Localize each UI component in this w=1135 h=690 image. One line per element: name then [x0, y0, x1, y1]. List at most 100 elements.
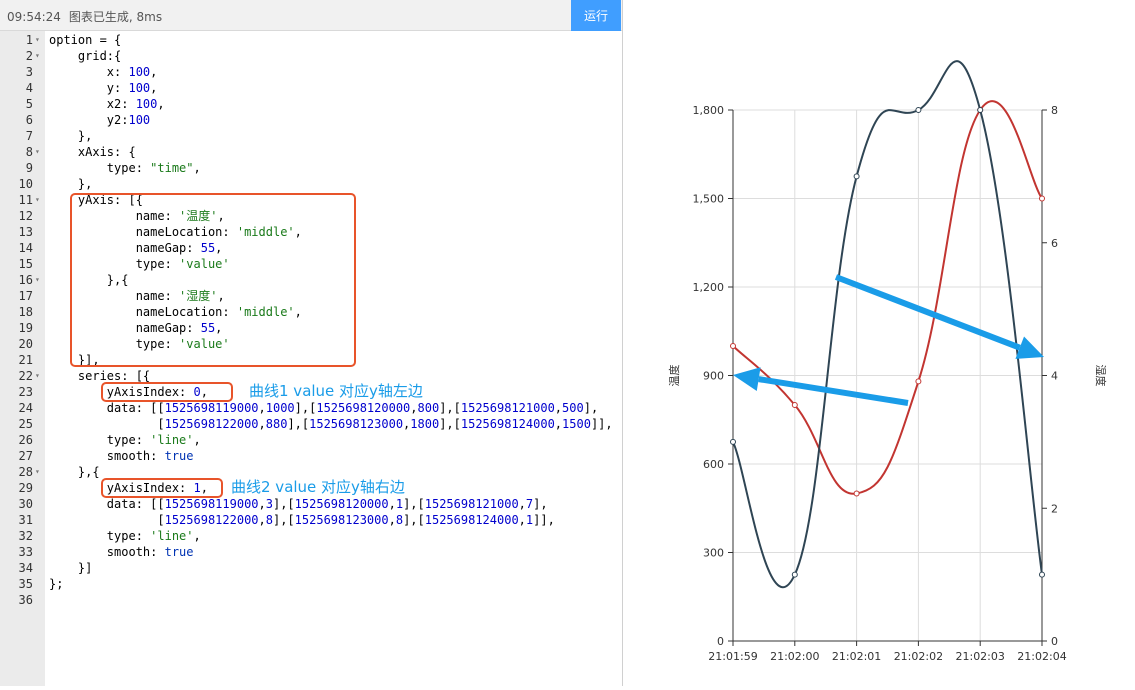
code-line[interactable]: 32 type: 'line', [0, 528, 622, 544]
code-token: 0 [193, 385, 201, 399]
code-text: grid:{ [49, 48, 121, 64]
code-token: 1 [525, 513, 534, 527]
fold-toggle-icon[interactable]: ▾ [35, 35, 40, 44]
code-line[interactable]: 8 ▾ xAxis: { [0, 144, 622, 160]
code-text: series: [{ [49, 368, 150, 384]
code-line[interactable]: 11 ▾ yAxis: [{ [0, 192, 622, 208]
code-text: x2: 100, [49, 96, 165, 112]
code-line[interactable]: 17 name: '湿度', [0, 288, 622, 304]
code-line[interactable]: 13 nameLocation: 'middle', [0, 224, 622, 240]
code-line[interactable]: 36 [0, 592, 622, 608]
code-line[interactable]: 19 nameGap: 55, [0, 320, 622, 336]
code-line[interactable]: 2 ▾ grid:{ [0, 48, 622, 64]
code-line[interactable]: 4 y: 100, [0, 80, 622, 96]
fold-toggle-icon[interactable]: ▾ [35, 147, 40, 156]
code-line[interactable]: 25 [1525698122000,880],[1525698123000,18… [0, 416, 622, 432]
panel-divider[interactable] [622, 0, 623, 686]
code-line[interactable]: 3 x: 100, [0, 64, 622, 80]
code-token: x: [49, 65, 129, 79]
code-line[interactable]: 15 type: 'value' [0, 256, 622, 272]
fold-toggle-icon[interactable]: ▾ [35, 275, 40, 284]
code-token: }], [49, 353, 100, 367]
code-token: data: [[ [49, 497, 165, 511]
code-line[interactable]: 7 }, [0, 128, 622, 144]
line-number: 7 [25, 129, 33, 143]
code-token: ]], [590, 417, 613, 431]
code-line[interactable]: 6 y2:100 [0, 112, 622, 128]
code-text: option = { [49, 32, 121, 48]
series-point [1039, 195, 1045, 202]
code-line[interactable]: 30 data: [[1525698119000,3],[15256981200… [0, 496, 622, 512]
run-button[interactable]: 运行 [571, 0, 621, 31]
fold-toggle-icon[interactable]: ▾ [35, 195, 40, 204]
code-token: }; [49, 577, 64, 591]
code-token: 880 [265, 417, 288, 431]
code-line[interactable]: 18 nameLocation: 'middle', [0, 304, 622, 320]
code-line[interactable]: 33 smooth: true [0, 544, 622, 560]
code-line[interactable]: 29 yAxisIndex: 1, [0, 480, 622, 496]
code-line[interactable]: 5 x2: 100, [0, 96, 622, 112]
code-line[interactable]: 24 data: [[1525698119000,1000],[15256981… [0, 400, 622, 416]
fold-toggle-icon[interactable]: ▾ [35, 371, 40, 380]
code-line[interactable]: 21 }], [0, 352, 622, 368]
code-token: , [294, 305, 302, 319]
code-token: , [258, 401, 266, 415]
code-token: 55 [200, 321, 216, 335]
code-text: type: 'value' [49, 336, 230, 352]
code-token: 1525698119000 [164, 497, 259, 511]
code-token: }] [49, 561, 93, 575]
y-left-tick-label: 900 [703, 370, 724, 383]
code-line[interactable]: 16 ▾ },{ [0, 272, 622, 288]
code-token: 1525698123000 [294, 513, 389, 527]
code-line[interactable]: 23 yAxisIndex: 0, [0, 384, 622, 400]
code-token: 1 [193, 481, 201, 495]
line-number: 9 [25, 161, 33, 175]
fold-toggle-icon[interactable]: ▾ [35, 51, 40, 60]
y-left-tick-label: 1,500 [693, 193, 725, 206]
code-token: , [150, 65, 158, 79]
code-line[interactable]: 31 [1525698122000,8],[1525698123000,8],[… [0, 512, 622, 528]
code-line[interactable]: 26 type: 'line', [0, 432, 622, 448]
code-line[interactable]: 9 type: "time", [0, 160, 622, 176]
code-token: '温度' [179, 209, 218, 223]
code-token: 'value' [179, 257, 230, 271]
fold-toggle-icon[interactable]: ▾ [35, 467, 40, 476]
code-token: 1525698122000 [164, 417, 259, 431]
code-token: nameLocation: [49, 225, 237, 239]
code-line[interactable]: 14 nameGap: 55, [0, 240, 622, 256]
code-token: 1525698121000 [424, 497, 519, 511]
code-token: type: [49, 433, 151, 447]
code-token: y2: [49, 113, 129, 127]
code-line[interactable]: 20 type: 'value' [0, 336, 622, 352]
code-token: 800 [417, 401, 440, 415]
code-token: smooth: [49, 449, 165, 463]
series-point [730, 438, 736, 445]
code-token: option = { [49, 33, 122, 47]
code-line[interactable]: 1 ▾ option = { [0, 32, 622, 48]
code-line[interactable]: 34 }] [0, 560, 622, 576]
code-line[interactable]: 28 ▾ },{ [0, 464, 622, 480]
code-token: ]], [533, 513, 555, 527]
code-line[interactable]: 35}; [0, 576, 622, 592]
code-token: , [193, 529, 201, 543]
line-number: 18 [18, 305, 33, 319]
code-token: 100 [128, 113, 151, 127]
line-number: 15 [18, 257, 33, 271]
annotation-arrow-shaft [758, 376, 909, 406]
code-line[interactable]: 12 name: '温度', [0, 208, 622, 224]
line-number: 1 [25, 33, 33, 47]
line-number: 21 [18, 353, 33, 367]
code-text: type: 'line', [49, 528, 201, 544]
series-point [853, 490, 860, 497]
code-text: name: '温度', [49, 208, 225, 224]
code-token: , [554, 417, 563, 431]
code-token: 1800 [410, 417, 440, 431]
code-line[interactable]: 10 }, [0, 176, 622, 192]
code-text: type: "time", [49, 160, 201, 176]
code-editor[interactable]: 1 ▾ option = {2 ▾ grid:{3 x: 100, 4 y: 100, 5… [0, 31, 622, 686]
code-line[interactable]: 27 smooth: true [0, 448, 622, 464]
code-line[interactable]: 22 ▾ series: [{ [0, 368, 622, 384]
code-text: yAxisIndex: 0, [49, 384, 208, 400]
code-token: , [157, 97, 165, 111]
code-text: }; [49, 576, 63, 592]
